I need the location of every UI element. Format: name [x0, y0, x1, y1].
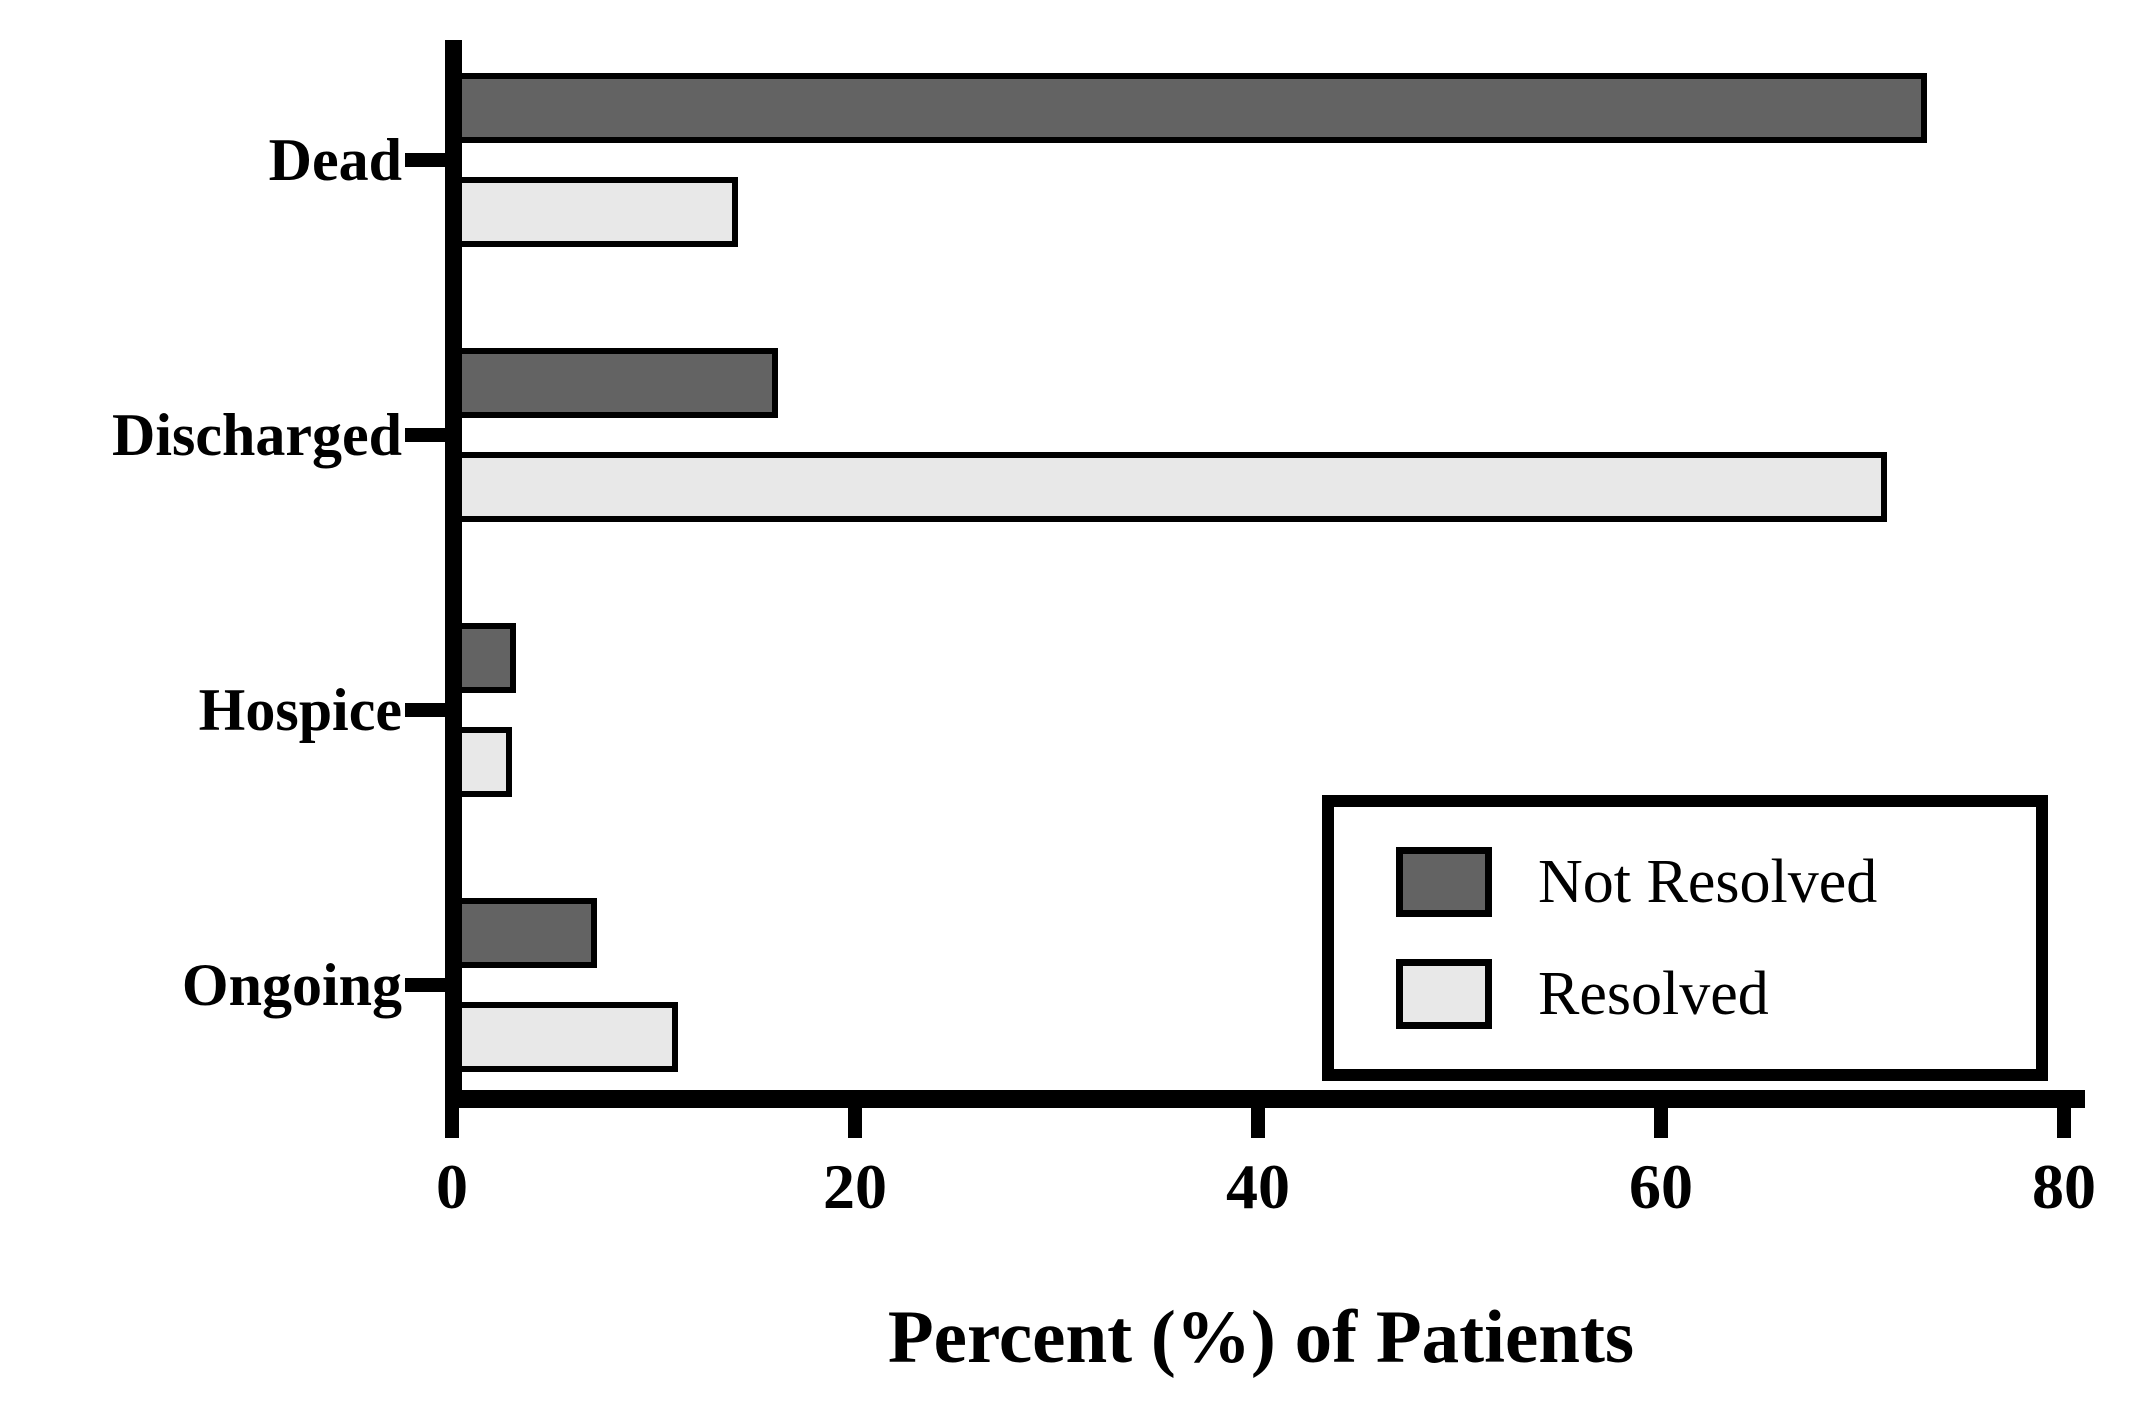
x-tick-label-60: 60	[1629, 1151, 1693, 1222]
y-tick-dead	[405, 153, 447, 167]
bar-dead-resolved	[456, 177, 738, 247]
x-tick-60	[1654, 1106, 1668, 1138]
legend-item-not-resolved: Not Resolved	[1396, 847, 2036, 917]
x-tick-20	[848, 1106, 862, 1138]
bar-hospice-resolved	[456, 727, 512, 797]
x-tick-label-20: 20	[823, 1151, 887, 1222]
x-axis-title: Percent (%) of Patients	[887, 1296, 1635, 1379]
legend-label-not-resolved: Not Resolved	[1538, 848, 1878, 916]
y-tick-discharged	[405, 428, 447, 442]
y-axis-line	[445, 40, 462, 1108]
legend-box: Not Resolved Resolved	[1322, 795, 2048, 1081]
x-tick-label-0: 0	[436, 1151, 468, 1222]
y-tick-hospice	[405, 703, 447, 717]
bar-ongoing-resolved	[456, 1002, 678, 1072]
x-tick-40	[1251, 1106, 1265, 1138]
x-tick-label-40: 40	[1226, 1151, 1290, 1222]
category-label-hospice: Hospice	[198, 677, 402, 743]
x-tick-label-80: 80	[2032, 1151, 2096, 1222]
bar-discharged-not-resolved	[456, 348, 778, 418]
not-resolved-swatch	[1396, 847, 1492, 917]
x-axis-line	[445, 1090, 2085, 1108]
y-tick-ongoing	[405, 978, 447, 992]
bar-discharged-resolved	[456, 452, 1887, 522]
legend-label-resolved: Resolved	[1538, 960, 1769, 1028]
category-label-dead: Dead	[268, 127, 402, 193]
resolved-swatch	[1396, 959, 1492, 1029]
category-label-discharged: Discharged	[112, 402, 402, 468]
bar-dead-not-resolved	[456, 73, 1927, 143]
legend-item-resolved: Resolved	[1396, 959, 2036, 1029]
x-tick-0	[445, 1106, 459, 1138]
bar-ongoing-not-resolved	[456, 898, 597, 968]
bar-hospice-not-resolved	[456, 623, 516, 693]
x-tick-80	[2057, 1106, 2071, 1138]
category-label-ongoing: Ongoing	[181, 952, 402, 1018]
